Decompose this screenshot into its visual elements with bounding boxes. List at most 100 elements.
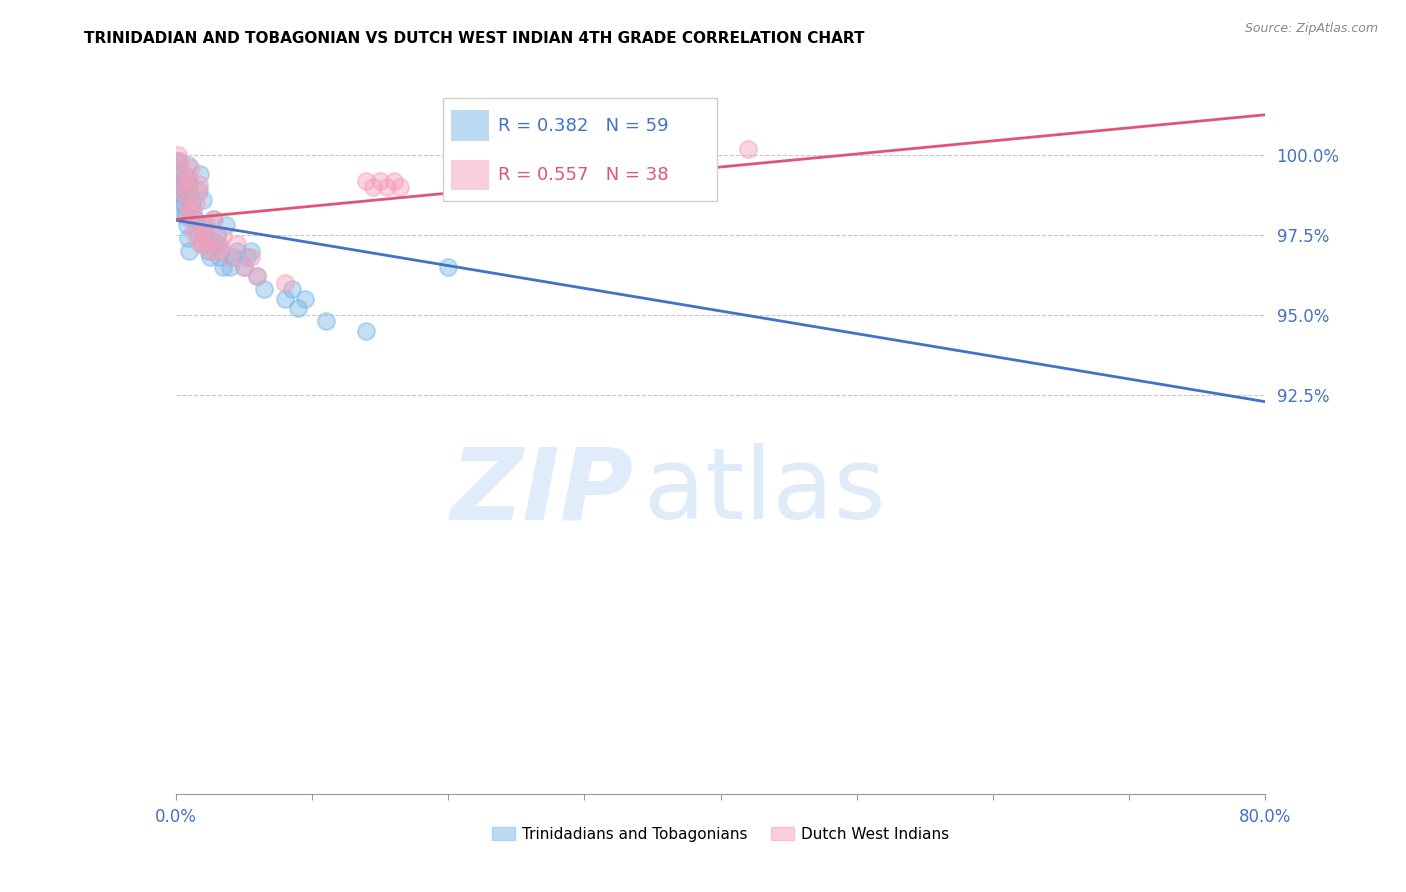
Point: [246, 269, 269, 284]
Point: [226, 244, 249, 258]
Point: [184, 211, 207, 226]
Point: [173, 195, 195, 210]
Point: [205, 227, 228, 242]
Point: [167, 148, 190, 162]
Point: [215, 219, 238, 233]
Point: [246, 269, 269, 284]
Point: [239, 250, 262, 264]
Point: [232, 260, 254, 274]
Text: Source: ZipAtlas.com: Source: ZipAtlas.com: [1244, 22, 1378, 36]
Point: [207, 237, 229, 252]
Point: [181, 205, 204, 219]
Point: [186, 186, 209, 201]
Point: [202, 234, 225, 248]
Point: [172, 180, 194, 194]
Point: [212, 227, 235, 242]
Point: [172, 173, 194, 187]
Point: [191, 237, 214, 252]
Point: [274, 292, 297, 306]
Point: [169, 173, 191, 187]
Point: [389, 180, 412, 194]
Point: [202, 211, 225, 226]
Point: [167, 164, 190, 178]
Point: [737, 142, 759, 156]
Point: [172, 186, 194, 201]
Point: [176, 195, 198, 210]
Point: [170, 173, 193, 187]
Point: [194, 219, 217, 233]
Point: [191, 193, 214, 207]
Point: [294, 292, 316, 306]
Point: [173, 180, 195, 194]
Point: [174, 205, 197, 219]
Point: [179, 177, 201, 191]
Text: TRINIDADIAN AND TOBAGONIAN VS DUTCH WEST INDIAN 4TH GRADE CORRELATION CHART: TRINIDADIAN AND TOBAGONIAN VS DUTCH WEST…: [84, 31, 865, 46]
Point: [181, 195, 204, 210]
Point: [169, 154, 191, 169]
Point: [184, 227, 207, 242]
Point: [176, 219, 198, 233]
FancyBboxPatch shape: [451, 111, 489, 141]
Point: [201, 211, 224, 226]
Point: [668, 148, 690, 162]
Point: [219, 260, 242, 274]
Point: [200, 244, 222, 258]
Point: [212, 260, 235, 274]
Point: [253, 282, 276, 296]
Point: [190, 227, 212, 242]
Point: [177, 205, 200, 219]
Text: atlas: atlas: [644, 443, 886, 541]
Point: [375, 180, 398, 194]
Point: [195, 237, 218, 252]
Point: [173, 199, 195, 213]
Point: [180, 161, 202, 175]
Point: [188, 237, 211, 252]
Point: [208, 250, 231, 264]
Point: [356, 173, 378, 187]
Point: [190, 237, 212, 252]
Point: [166, 154, 188, 169]
Point: [167, 154, 190, 169]
Point: [205, 244, 228, 258]
Point: [174, 209, 197, 223]
Point: [222, 250, 245, 264]
Point: [226, 237, 249, 252]
Point: [197, 227, 219, 242]
Point: [170, 164, 193, 178]
Point: [361, 180, 384, 194]
Point: [194, 227, 217, 242]
Point: [179, 186, 201, 201]
Point: [183, 219, 205, 233]
Point: [315, 314, 337, 328]
Point: [356, 324, 378, 338]
Point: [177, 157, 200, 171]
Point: [177, 231, 200, 245]
Point: [274, 276, 297, 290]
Point: [382, 173, 405, 187]
FancyBboxPatch shape: [443, 98, 717, 201]
Point: [187, 183, 209, 197]
Point: [187, 177, 209, 191]
Y-axis label: 4th Grade: 4th Grade: [0, 416, 7, 485]
FancyBboxPatch shape: [451, 160, 489, 190]
Point: [198, 250, 221, 264]
Legend: Trinidadians and Tobagonians, Dutch West Indians: Trinidadians and Tobagonians, Dutch West…: [485, 821, 956, 848]
Point: [235, 250, 257, 264]
Text: R = 0.557   N = 38: R = 0.557 N = 38: [498, 166, 668, 184]
Point: [186, 195, 208, 210]
Text: ZIP: ZIP: [450, 443, 633, 541]
Point: [437, 260, 460, 274]
Point: [197, 244, 219, 258]
Point: [169, 164, 191, 178]
Point: [179, 170, 201, 185]
Point: [209, 244, 232, 258]
Point: [179, 244, 201, 258]
Point: [176, 170, 198, 185]
Point: [287, 301, 309, 316]
Point: [170, 180, 193, 194]
Point: [232, 260, 254, 274]
Point: [172, 189, 194, 203]
Point: [186, 219, 208, 233]
Point: [174, 186, 197, 201]
Point: [188, 167, 211, 181]
